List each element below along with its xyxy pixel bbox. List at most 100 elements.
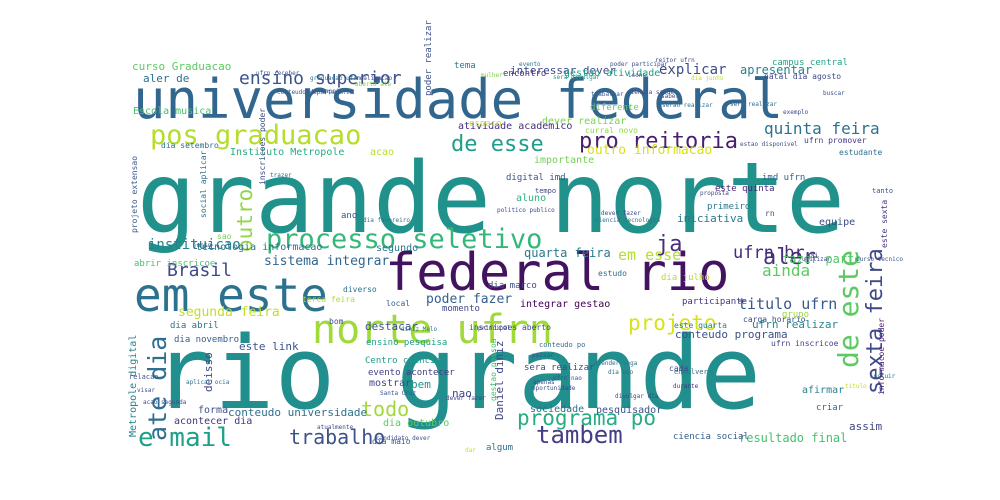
word-instituto-metropole: Instituto Metropole (230, 147, 344, 158)
word-todo: todo (361, 397, 409, 421)
word-participante: participante (682, 297, 747, 307)
word-imd-ufrn: imd ufrn (762, 173, 805, 183)
word-digital-imd: digital imd (506, 173, 566, 183)
word-dia-junho: dia junho (691, 75, 724, 82)
word-proposta: proposta (700, 190, 729, 197)
word-acontecer-dia: acontecer dia (174, 416, 252, 427)
word-sistema-integrar: sistema integrar (264, 254, 389, 269)
word-segunda-feira: segunda feira (178, 305, 280, 320)
word-resultado-final: resultado final (739, 431, 847, 445)
word-junto: junto (193, 242, 211, 249)
word-aberto-ate: aberto ate (355, 81, 392, 88)
word-tambem: tambem (536, 421, 623, 449)
word-em-esse: em esse (618, 246, 681, 264)
word-importante: importante (534, 155, 594, 166)
word-universidade-federal: universidade federal (133, 68, 783, 131)
word-aluno: aluno (516, 193, 546, 204)
word-programa-po: programa po (517, 406, 656, 430)
word-dever-fazer: dever fazer (601, 210, 641, 217)
word-ufrn-promover: ufrn promover (804, 136, 867, 145)
word-inscricoes-aberto: inscricoes aberto (469, 323, 551, 332)
word-utilizar: utilizar (802, 256, 831, 263)
word-grande-norte: grande norte (137, 142, 845, 256)
word-espaco: espaco (469, 119, 502, 129)
word-segundo: segundo (376, 243, 418, 254)
word-ano: ano (341, 211, 357, 221)
word-algum: algum (486, 443, 513, 453)
word-informacoe-poder: informacoe poder (877, 318, 886, 395)
word-aler-de: aler de (143, 72, 189, 85)
word-trabalhar: trabalhar (591, 91, 624, 98)
word-centro-ciencia: Centro ciencia (365, 356, 441, 366)
word-poder-realizar: poder realizar (424, 20, 434, 96)
word-sera-realizar: sera realizar (730, 101, 777, 108)
word-equipe: equipe (819, 217, 855, 228)
word-graduacao-ufrn: graduacao ufrn (310, 75, 361, 82)
word-deisso: deisso (202, 352, 215, 392)
word-dia-setembro: dia setembro (161, 141, 219, 150)
word-incluir: incluir (870, 373, 896, 380)
word-social-aplicar: social aplicar (199, 150, 208, 218)
word-integrar-gestao: integrar gestao (520, 299, 610, 310)
word-diniz-melo: diniz Melo (401, 326, 438, 333)
word-tecnologia-informacao: tecnologia informacao (196, 242, 322, 253)
word-bem: bem (411, 378, 431, 391)
word-diverso: diverso (343, 285, 377, 294)
word-pesquisador: pesquisador (596, 405, 662, 416)
word-aler: aler (763, 245, 816, 270)
word-ufrn-br: ufrn br (733, 243, 805, 263)
word-atividade-academico: atividade academico (458, 121, 572, 132)
word-atualmente: atualmente (317, 424, 354, 431)
word-santa-cruz: Santa Cruz (380, 390, 417, 397)
word-momento: momento (442, 304, 480, 314)
word-gestao-atividade: gestao atividade (564, 68, 660, 79)
word-candidato-dever: candidato dever (376, 435, 431, 442)
word-projeto-extensao: projeto extensao (130, 156, 139, 233)
word-encontro: encontro (503, 69, 546, 79)
word-trabalho: trabalho (289, 425, 385, 449)
word-brasil: Brasil (167, 260, 232, 281)
word-ciencia-social: ciencia social (673, 432, 749, 442)
word-ensino-superior: ensino superior (239, 68, 402, 89)
word-rio-grande: rio grande (153, 314, 761, 432)
word-sao: sao (217, 232, 232, 241)
word-dia-maio: dia maio (372, 437, 411, 446)
word-acao: acao (370, 147, 394, 158)
word-dia-julho: dia julho (661, 273, 710, 283)
word-grupo: grupo (782, 310, 809, 320)
word-outro-informacao: outro informacao (587, 143, 712, 158)
word-quarta-feira: quarta feira (524, 246, 611, 260)
word-estao-disponivel: estao disponivel (740, 141, 798, 148)
word-estudo: estudo (598, 269, 627, 278)
word-este-quinta: este quinta (715, 184, 775, 194)
word-saber: saber (661, 93, 679, 100)
word-titulo-ufrn: titulo ufrn (738, 295, 837, 313)
word-campus-central: campus central (772, 58, 848, 68)
word-interessar-dever: interessar dever (510, 64, 616, 77)
word-dever-fazer: dever fazer (446, 395, 486, 402)
word-exemplo: exemplo (783, 109, 809, 116)
word-dia-ano: dia ano (608, 369, 634, 376)
word-mulher: mulher (481, 72, 503, 79)
word-principal: principal (478, 325, 511, 332)
word-visar: visar (137, 387, 155, 394)
word-e-mail: e mail (138, 423, 232, 453)
word-pai: pai (806, 252, 819, 260)
word-evento: evento (519, 61, 541, 68)
word-de-este: de este (832, 250, 865, 368)
word-envolver: envolver (674, 368, 708, 376)
word-local: local (386, 299, 410, 308)
word-titulo: titulo (845, 383, 867, 390)
word-iniciativa: iniciativa (677, 212, 743, 225)
word-dia-novembro: dia novembro (174, 335, 239, 345)
word-dever-realizar: dever realizar (542, 116, 626, 127)
word-conteudo-programa: conteudo programa (675, 328, 788, 341)
word-gestao-pessoa: gestao pessoa (489, 338, 498, 401)
word-dia-outubro: dia outubro (383, 418, 449, 429)
word-estudante: estudante (839, 148, 883, 157)
word-conteudo-universidade: conteudo universidade (228, 406, 367, 419)
word-apenas: apenas (533, 379, 555, 386)
word-ate-dia: ate dia (143, 336, 172, 441)
word-curso-tecnico: curso tecnico (856, 256, 903, 263)
word-passar: passar (532, 352, 554, 359)
